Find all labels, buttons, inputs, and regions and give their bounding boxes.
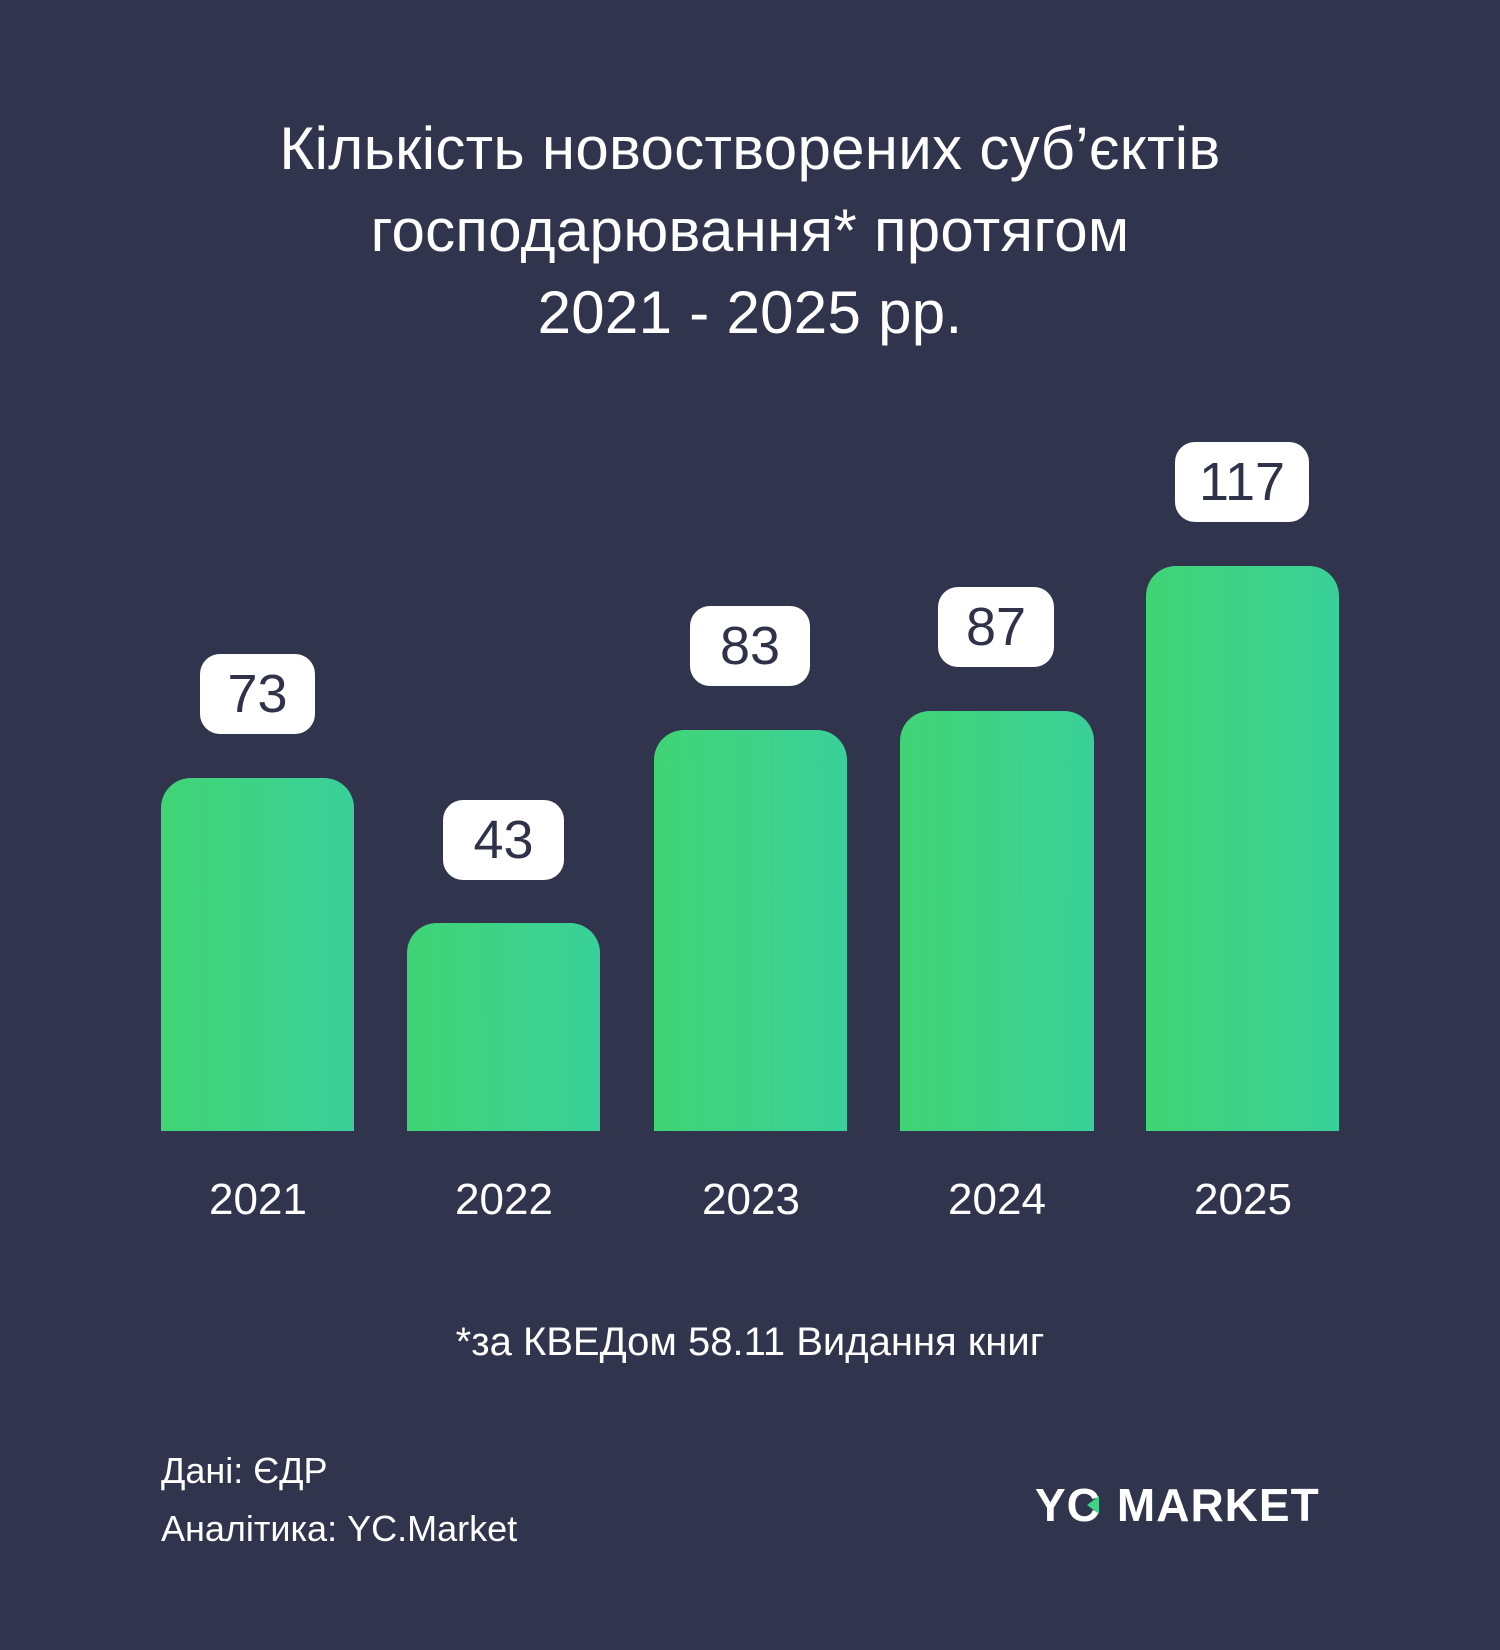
title-line-2: господарювання* протягом xyxy=(370,197,1130,264)
bar-2021 xyxy=(161,778,354,1131)
logo-market-text: MARKET xyxy=(1116,1479,1320,1531)
bar-2025 xyxy=(1146,566,1339,1131)
bar-2023 xyxy=(654,730,847,1131)
yc-market-logo: YC MARKET xyxy=(1035,1478,1320,1532)
footnote: *за КВЕДом 58.11 Видання книг xyxy=(455,1320,1045,1364)
x-tick-2022: 2022 xyxy=(455,1175,553,1224)
bar-2022 xyxy=(407,923,600,1131)
value-label-2024: 87 xyxy=(938,587,1054,667)
bar-2024 xyxy=(900,711,1094,1131)
x-tick-2024: 2024 xyxy=(948,1175,1046,1224)
value-label-2023: 83 xyxy=(690,606,810,686)
x-tick-2025: 2025 xyxy=(1194,1175,1292,1224)
x-tick-2021: 2021 xyxy=(209,1175,307,1224)
data-source: Дані: ЄДР xyxy=(161,1450,328,1491)
value-label-2022: 43 xyxy=(443,800,564,880)
title-line-1: Кількість новостворених суб’єктів xyxy=(279,115,1221,182)
value-label-2025: 117 xyxy=(1175,442,1309,522)
value-label-2021: 73 xyxy=(200,654,315,734)
title-line-3: 2021 - 2025 рр. xyxy=(537,279,963,346)
analytics-credit: Аналітика: YC.Market xyxy=(161,1508,518,1549)
logo-triangle-icon xyxy=(1086,1496,1099,1514)
x-tick-2023: 2023 xyxy=(702,1175,800,1224)
chart-title: Кількість новостворених суб’єктів господ… xyxy=(0,108,1500,354)
